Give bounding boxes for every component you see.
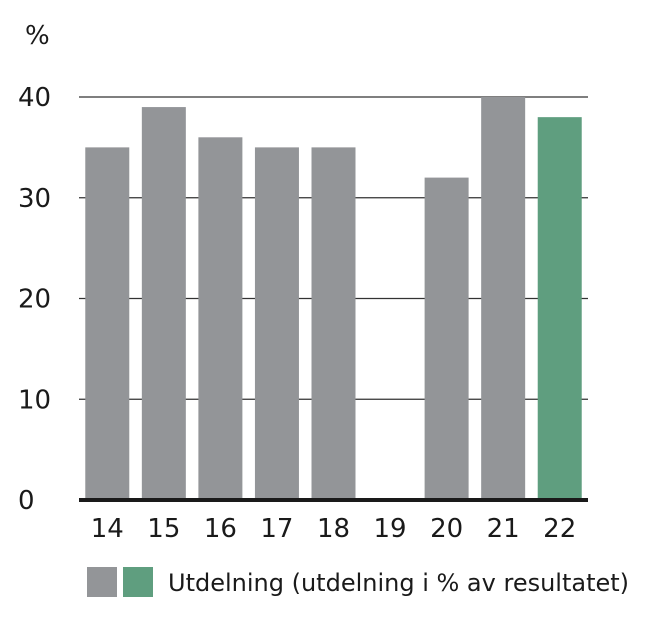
legend: Utdelning (utdelning i % av resultatet) (87, 567, 629, 597)
x-tick-label: 15 (147, 514, 180, 544)
x-tick-label: 22 (543, 514, 576, 544)
y-unit-label: % (25, 21, 50, 51)
x-tick-labels: 14 15 16 17 18 19 20 21 22 (91, 514, 577, 544)
y-tick-label: 40 (18, 83, 51, 113)
x-tick-label: 18 (317, 514, 350, 544)
bar-20 (424, 177, 469, 500)
y-tick-label: 0 (18, 486, 35, 516)
bar-18 (311, 147, 356, 500)
y-tick-label: 30 (18, 184, 51, 214)
bar-22 (537, 117, 582, 501)
y-tick-label: 10 (18, 385, 51, 415)
legend-label: Utdelning (utdelning i % av resultatet) (168, 569, 629, 597)
x-tick-label: 17 (260, 514, 293, 544)
bar-17 (254, 147, 299, 500)
x-tick-label: 14 (91, 514, 124, 544)
bars (85, 97, 582, 501)
legend-swatch-grey (87, 567, 117, 597)
bar-15 (141, 107, 186, 500)
x-tick-label: 20 (430, 514, 463, 544)
bar-16 (198, 137, 243, 501)
y-tick-labels: 0 10 20 30 40 (18, 83, 51, 516)
y-tick-label: 20 (18, 285, 51, 315)
bar-21 (481, 97, 526, 500)
x-tick-label: 21 (487, 514, 520, 544)
legend-swatch-green (123, 567, 153, 597)
x-tick-label: 16 (204, 514, 237, 544)
x-tick-label: 19 (374, 514, 407, 544)
bar-14 (85, 147, 130, 500)
